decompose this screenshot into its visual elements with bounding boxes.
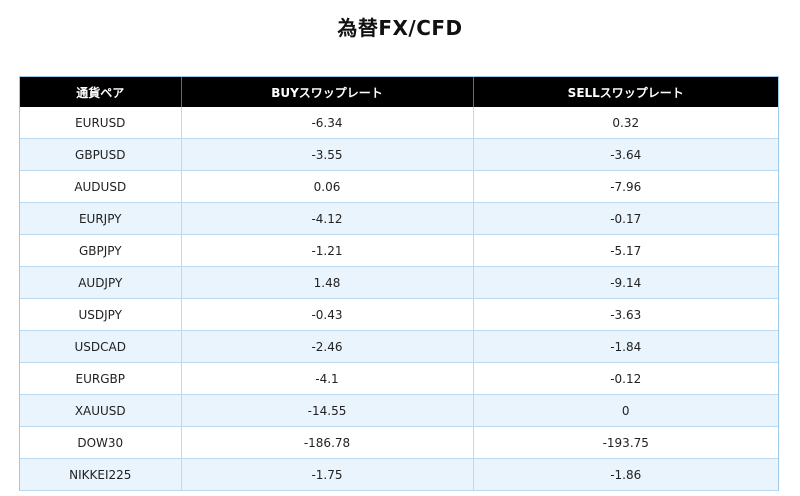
page-title: 為替FX/CFD xyxy=(337,16,463,40)
buy-swap-cell: -14.55 xyxy=(181,394,474,427)
currency-pair-cell: EURGBP xyxy=(20,362,182,395)
swap-rate-table: 通貨ペア BUYスワップレート SELLスワップレート EURUSD -6.34 0… xyxy=(20,77,778,491)
currency-pair-cell: GBPUSD xyxy=(20,138,182,171)
currency-pair-cell: USDJPY xyxy=(20,298,182,331)
currency-pair-cell: EURJPY xyxy=(20,202,182,235)
table-row: USDCAD -2.46 -1.84 xyxy=(20,330,778,363)
table-row: GBPJPY -1.21 -5.17 xyxy=(20,234,778,267)
table-row: USDJPY -0.43 -3.63 xyxy=(20,298,778,331)
header-currency-pair: 通貨ペア xyxy=(20,77,182,107)
sell-swap-cell: -1.86 xyxy=(473,458,778,491)
buy-swap-cell: -4.12 xyxy=(181,202,474,235)
swap-rate-table-container: 通貨ペア BUYスワップレート SELLスワップレート EURUSD -6.34 0… xyxy=(19,76,779,491)
buy-swap-cell: 0.06 xyxy=(181,170,474,203)
buy-swap-cell: 1.48 xyxy=(181,266,474,299)
sell-swap-cell: -0.17 xyxy=(473,202,778,235)
sell-swap-cell: -7.96 xyxy=(473,170,778,203)
table-row: EURUSD -6.34 0.32 xyxy=(20,107,778,139)
currency-pair-cell: AUDJPY xyxy=(20,266,182,299)
currency-pair-cell: USDCAD xyxy=(20,330,182,363)
buy-swap-cell: -1.75 xyxy=(181,458,474,491)
header-buy-swap-rate: BUYスワップレート xyxy=(181,77,474,107)
table-row: AUDJPY 1.48 -9.14 xyxy=(20,266,778,299)
buy-swap-cell: -2.46 xyxy=(181,330,474,363)
table-row: XAUUSD -14.55 0 xyxy=(20,394,778,427)
sell-swap-cell: -0.12 xyxy=(473,362,778,395)
buy-swap-cell: -6.34 xyxy=(181,107,474,139)
buy-swap-cell: -3.55 xyxy=(181,138,474,171)
table-body: EURUSD -6.34 0.32 GBPUSD -3.55 -3.64 AUDUSD 0.0… xyxy=(20,107,778,491)
currency-pair-cell: AUDUSD xyxy=(20,170,182,203)
sell-swap-cell: -3.64 xyxy=(473,138,778,171)
buy-swap-cell: -0.43 xyxy=(181,298,474,331)
table-header: 通貨ペア BUYスワップレート SELLスワップレート xyxy=(20,77,778,107)
currency-pair-cell: NIKKEI225 xyxy=(20,458,182,491)
table-row: AUDUSD 0.06 -7.96 xyxy=(20,170,778,203)
table-row: GBPUSD -3.55 -3.64 xyxy=(20,138,778,171)
sell-swap-cell: -3.63 xyxy=(473,298,778,331)
currency-pair-cell: DOW30 xyxy=(20,426,182,459)
header-sell-swap-rate: SELLスワップレート xyxy=(473,77,778,107)
sell-swap-cell: -1.84 xyxy=(473,330,778,363)
currency-pair-cell: EURUSD xyxy=(20,107,182,139)
sell-swap-cell: 0 xyxy=(473,394,778,427)
buy-swap-cell: -4.1 xyxy=(181,362,474,395)
buy-swap-cell: -186.78 xyxy=(181,426,474,459)
table-row: NIKKEI225 -1.75 -1.86 xyxy=(20,458,778,491)
sell-swap-cell: -193.75 xyxy=(473,426,778,459)
sell-swap-cell: -5.17 xyxy=(473,234,778,267)
sell-swap-cell: 0.32 xyxy=(473,107,778,139)
sell-swap-cell: -9.14 xyxy=(473,266,778,299)
table-row: EURGBP -4.1 -0.12 xyxy=(20,362,778,395)
currency-pair-cell: GBPJPY xyxy=(20,234,182,267)
currency-pair-cell: XAUUSD xyxy=(20,394,182,427)
table-row: DOW30 -186.78 -193.75 xyxy=(20,426,778,459)
buy-swap-cell: -1.21 xyxy=(181,234,474,267)
table-row: EURJPY -4.12 -0.17 xyxy=(20,202,778,235)
header-row: 通貨ペア BUYスワップレート SELLスワップレート xyxy=(20,77,778,107)
